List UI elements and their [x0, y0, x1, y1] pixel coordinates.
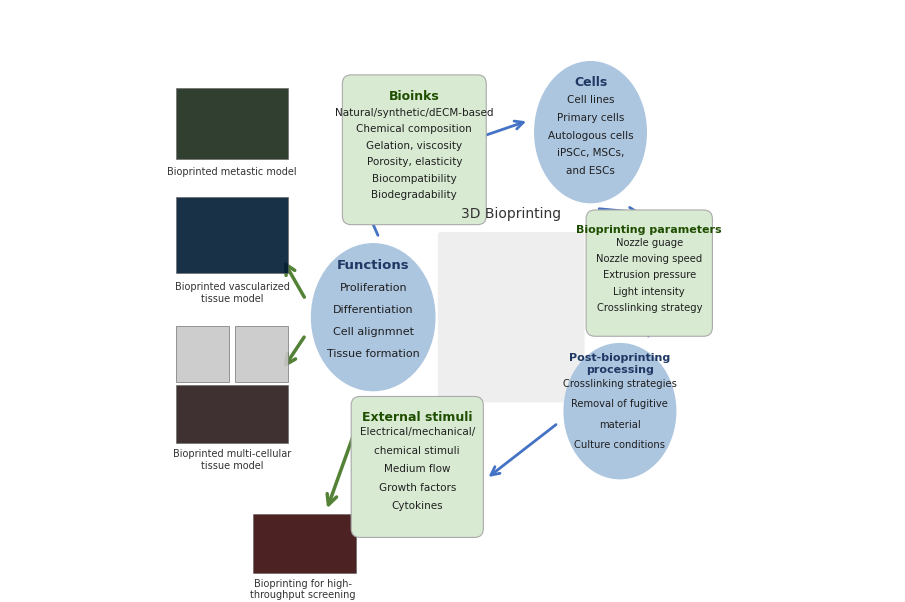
Text: Gelation, viscosity: Gelation, viscosity — [367, 141, 462, 151]
Text: Culture conditions: Culture conditions — [575, 440, 665, 450]
Text: Cell alignmnet: Cell alignmnet — [333, 327, 414, 337]
Text: Post-bioprinting
processing: Post-bioprinting processing — [569, 353, 671, 374]
Text: Nozzle moving speed: Nozzle moving speed — [596, 254, 702, 264]
Text: Functions: Functions — [337, 259, 410, 272]
FancyBboxPatch shape — [351, 397, 483, 538]
FancyBboxPatch shape — [235, 326, 288, 382]
Text: Biocompatibility: Biocompatibility — [372, 174, 457, 184]
Text: Extrusion pressure: Extrusion pressure — [603, 270, 696, 281]
Text: Nozzle guage: Nozzle guage — [615, 238, 683, 247]
FancyBboxPatch shape — [252, 514, 356, 573]
FancyBboxPatch shape — [176, 326, 229, 382]
Text: Bioprinted metastic model: Bioprinted metastic model — [167, 167, 297, 178]
Text: Tissue formation: Tissue formation — [327, 349, 420, 359]
Text: Bioprinted multi-cellular
tissue model: Bioprinted multi-cellular tissue model — [173, 449, 291, 471]
Text: Bioinks: Bioinks — [389, 90, 440, 104]
Text: iPSCc, MSCs,: iPSCc, MSCs, — [557, 148, 624, 158]
Text: and ESCs: and ESCs — [567, 166, 615, 176]
Text: Differentiation: Differentiation — [333, 305, 414, 315]
Text: Primary cells: Primary cells — [557, 113, 624, 123]
Text: Crosslinking strategies: Crosslinking strategies — [563, 379, 677, 389]
FancyBboxPatch shape — [176, 197, 288, 273]
Ellipse shape — [535, 61, 646, 203]
Text: Proliferation: Proliferation — [339, 283, 407, 293]
FancyBboxPatch shape — [176, 385, 288, 444]
Text: Bioprinting parameters: Bioprinting parameters — [576, 225, 722, 235]
Ellipse shape — [311, 244, 435, 391]
Text: Removal of fugitive: Removal of fugitive — [571, 399, 668, 409]
Text: chemical stimuli: chemical stimuli — [375, 446, 460, 456]
Text: Electrical/mechanical/: Electrical/mechanical/ — [359, 427, 475, 438]
FancyBboxPatch shape — [586, 210, 712, 337]
Text: Bioprinted vascularized
tissue model: Bioprinted vascularized tissue model — [175, 282, 290, 303]
FancyBboxPatch shape — [438, 232, 585, 402]
Text: Chemical composition: Chemical composition — [357, 124, 472, 134]
Text: Natural/synthetic/dECM-based: Natural/synthetic/dECM-based — [335, 108, 493, 118]
Text: Porosity, elasticity: Porosity, elasticity — [367, 157, 462, 167]
FancyBboxPatch shape — [342, 75, 486, 225]
Text: Crosslinking strategy: Crosslinking strategy — [596, 303, 702, 313]
Text: Bioprinting for high-
throughput screening: Bioprinting for high- throughput screeni… — [250, 579, 356, 600]
FancyBboxPatch shape — [176, 88, 288, 158]
Text: 3D Bioprinting: 3D Bioprinting — [462, 207, 561, 222]
Text: Light intensity: Light intensity — [614, 287, 685, 297]
Text: Medium flow: Medium flow — [384, 464, 451, 474]
Text: External stimuli: External stimuli — [362, 411, 472, 424]
Text: Growth factors: Growth factors — [378, 483, 456, 493]
Text: Biodegradability: Biodegradability — [371, 190, 457, 200]
Text: material: material — [599, 420, 641, 430]
Text: Cells: Cells — [574, 76, 607, 89]
Text: Cytokines: Cytokines — [392, 501, 443, 512]
Text: Cell lines: Cell lines — [567, 96, 614, 105]
Ellipse shape — [564, 344, 676, 479]
Text: Autologous cells: Autologous cells — [548, 131, 634, 141]
